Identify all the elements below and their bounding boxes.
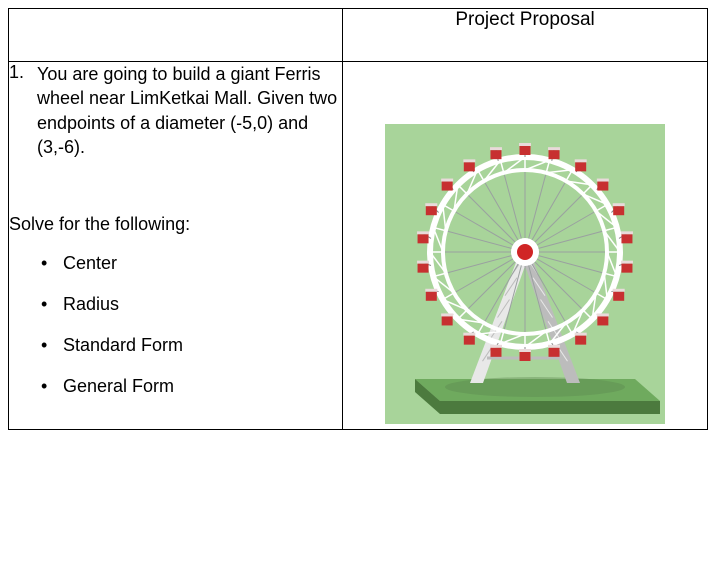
question-cell: 1. You are going to build a giant Ferris… <box>9 62 343 430</box>
header-title-cell: Project Proposal <box>343 9 708 62</box>
image-cell <box>343 62 708 430</box>
header-title: Project Proposal <box>455 9 594 30</box>
question-row: 1. You are going to build a giant Ferris… <box>9 62 342 159</box>
ferris-wheel-image <box>385 124 665 429</box>
ferris-wheel-svg <box>385 124 665 424</box>
solve-list-item: Radius <box>41 294 342 315</box>
question-number: 1. <box>9 62 37 83</box>
solve-list-item: Standard Form <box>41 335 342 356</box>
solve-list-item: Center <box>41 253 342 274</box>
document-table: Project Proposal 1. You are going to bui… <box>8 8 708 430</box>
solve-heading: Solve for the following: <box>9 214 342 235</box>
solve-list: Center Radius Standard Form General Form <box>9 253 342 397</box>
header-empty-cell <box>9 9 343 62</box>
solve-list-item: General Form <box>41 376 342 397</box>
question-text: You are going to build a giant Ferris wh… <box>37 62 342 159</box>
